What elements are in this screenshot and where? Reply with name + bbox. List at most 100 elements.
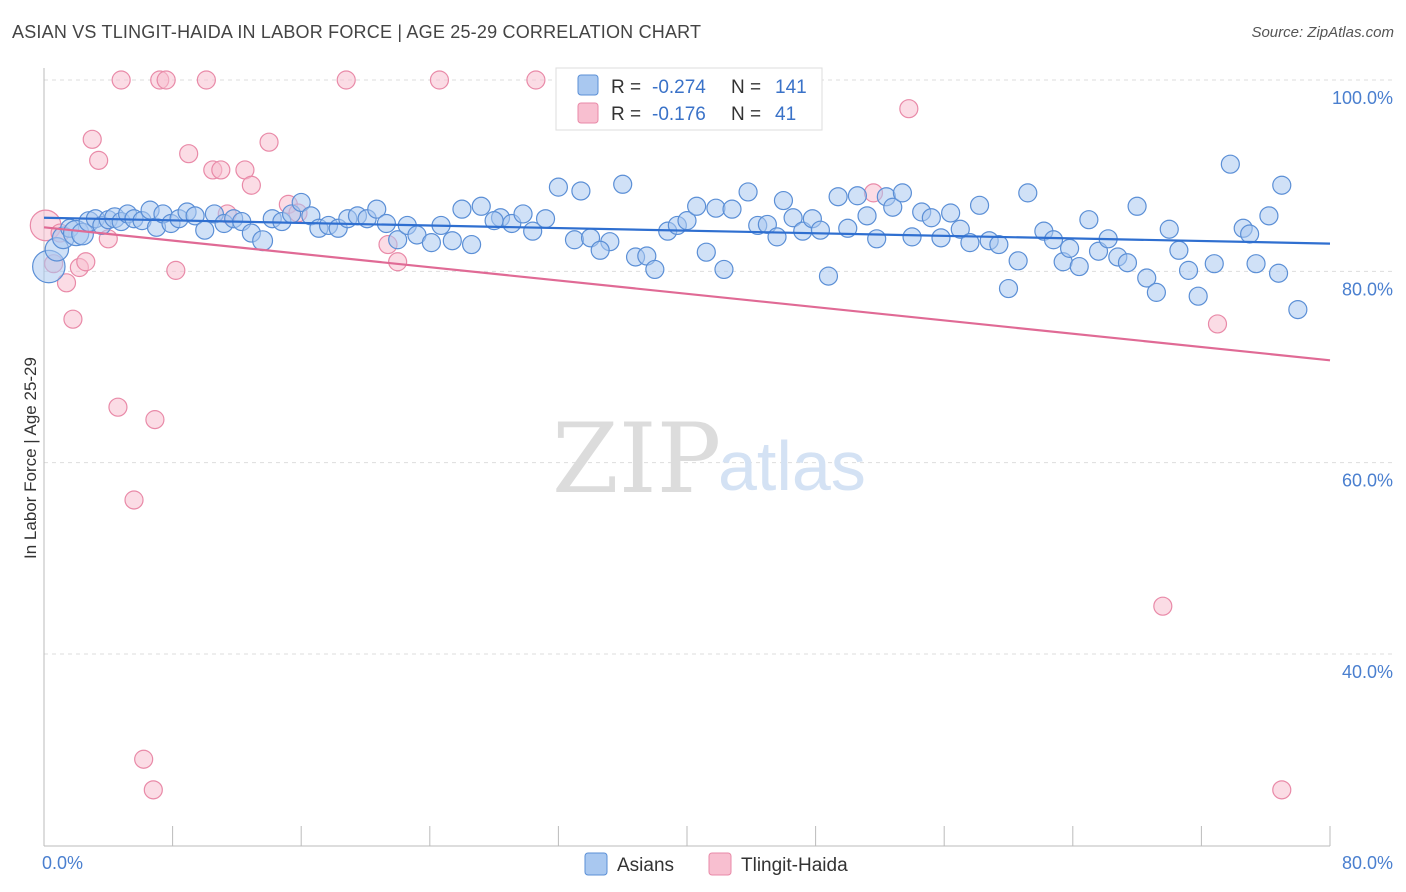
tlingit-haida-point — [259, 132, 279, 152]
tlingit-haida-point — [143, 780, 163, 800]
asian-point — [1169, 240, 1189, 260]
legend-n-label-asians: N = — [731, 77, 761, 98]
asian-point — [969, 195, 990, 215]
asian-point — [535, 209, 556, 229]
tlingit-haida-point — [211, 160, 231, 180]
asian-point — [452, 199, 472, 219]
asian-point — [810, 220, 831, 240]
tlingit-haida-point — [196, 70, 216, 90]
legend-n-value-asians: 141 — [775, 77, 807, 98]
asian-point — [931, 228, 951, 248]
asian-point — [513, 204, 533, 224]
chart-title: ASIAN VS TLINGIT-HAIDA IN LABOR FORCE | … — [12, 22, 702, 42]
asian-point — [767, 227, 787, 247]
tlingit-haida-point — [899, 99, 919, 119]
asian-point — [921, 208, 941, 228]
asian-point — [1204, 254, 1224, 274]
tlingit-haida-point — [89, 150, 109, 170]
asian-point — [1178, 260, 1199, 280]
asian-point — [738, 182, 758, 202]
watermark-zip: ZIP — [552, 403, 721, 515]
y-tick-labels: 100.0% 80.0% 60.0% 40.0% — [1332, 88, 1393, 682]
asian-point — [252, 230, 274, 252]
asian-point — [1043, 230, 1064, 250]
asian-point — [1069, 256, 1089, 277]
asian-point — [783, 208, 803, 228]
y-tick-label: 80.0% — [1342, 279, 1393, 299]
watermark-atlas: atlas — [718, 427, 866, 505]
asian-point — [645, 259, 665, 280]
asian-point — [1272, 175, 1292, 195]
asian-point — [388, 230, 408, 250]
asian-point — [687, 196, 707, 216]
asian-point — [1127, 196, 1147, 216]
asian-point — [1159, 219, 1179, 239]
legend-r-label-tlingit-haida: R = — [611, 104, 641, 125]
tlingit-haida-point — [124, 490, 144, 510]
asian-point — [941, 203, 961, 223]
legend-swatch-tlingit-haida — [577, 102, 599, 124]
asian-point — [367, 199, 387, 219]
tlingit-haida-point — [145, 410, 165, 430]
asian-point — [1288, 300, 1308, 320]
tlingit-haida-point — [336, 70, 356, 90]
legend-box — [555, 67, 823, 131]
legend-r-value-tlingit-haida: -0.176 — [652, 104, 706, 125]
tlingit-haida-point — [111, 70, 131, 90]
asian-point — [1117, 253, 1138, 273]
asian-point — [471, 196, 491, 216]
tlingit-haida-point — [241, 175, 261, 195]
tlingit-haida-point — [76, 252, 96, 272]
asian-point — [195, 220, 215, 240]
asian-point — [1259, 206, 1279, 226]
asian-point — [1268, 263, 1289, 283]
asian-point — [950, 219, 970, 239]
legend-r-label-asians: R = — [611, 77, 641, 98]
legend-r-value-asians: -0.274 — [652, 77, 706, 98]
asian-point — [857, 206, 877, 226]
asian-point — [818, 266, 839, 286]
asian-point — [1079, 210, 1099, 230]
series-legend-swatch-asians — [584, 852, 608, 876]
chart-source: Source: ZipAtlas.com — [1251, 24, 1394, 41]
asian-point — [847, 186, 867, 206]
asian-point — [564, 230, 585, 250]
asian-point — [892, 183, 913, 203]
correlation-legend: R = -0.274 N = 141 R = -0.176 N = 41 — [555, 67, 823, 131]
asian-point — [442, 231, 462, 251]
asian-point — [1246, 254, 1266, 274]
asian-point — [989, 234, 1009, 255]
axes-layer — [43, 68, 1331, 847]
tlingit-haida-point — [108, 397, 128, 417]
asian-point — [773, 190, 794, 211]
series-legend-swatch-tlingit-haida — [708, 852, 732, 876]
y-tick-label: 100.0% — [1332, 88, 1393, 108]
asian-point — [291, 192, 311, 213]
asian-point — [613, 174, 633, 194]
tlingit-haida-point — [134, 749, 154, 769]
asian-point — [1059, 238, 1080, 258]
tlingit-haida-point — [388, 252, 408, 272]
y-axis-label: In Labor Force | Age 25-29 — [21, 357, 40, 559]
asian-point — [590, 240, 610, 260]
asian-point — [1018, 183, 1038, 203]
asian-point — [722, 199, 742, 219]
asian-point — [828, 187, 848, 207]
legend-n-label-tlingit-haida: N = — [731, 104, 761, 125]
asian-point — [714, 259, 734, 280]
asian-point — [883, 197, 903, 217]
tlingit-haida-point — [429, 70, 450, 90]
asian-point — [1220, 154, 1240, 174]
asian-point — [902, 227, 922, 247]
asian-point — [706, 198, 726, 218]
tlingit-haida-point — [1153, 596, 1173, 616]
asian-trend-line — [43, 216, 1331, 245]
asian-point — [1146, 282, 1166, 302]
x-tick-label-min: 0.0% — [42, 853, 83, 873]
y-tick-label: 40.0% — [1342, 662, 1393, 682]
series-legend: Asians Tlingit-Haida — [584, 852, 848, 876]
tlingit-haida-point — [166, 260, 186, 280]
asian-point — [1137, 268, 1157, 288]
legend-swatch-asians — [577, 74, 599, 96]
asian-point — [867, 229, 887, 249]
